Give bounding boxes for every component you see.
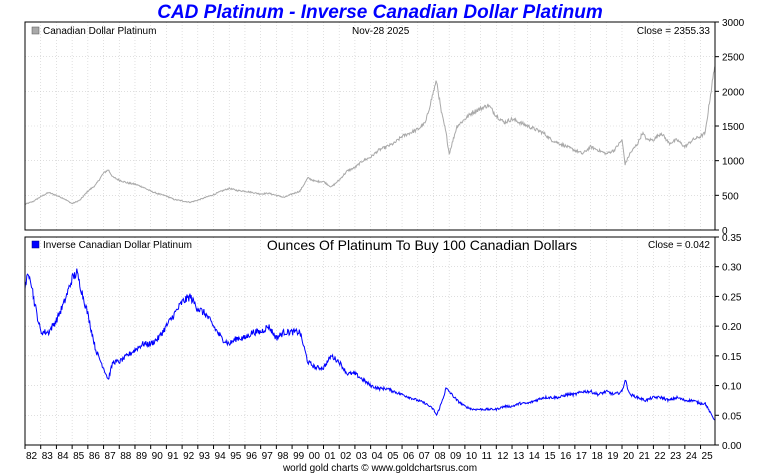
x-tick-label: 99 (293, 451, 305, 462)
x-tick-label: 03 (356, 451, 368, 462)
close-label-bottom: Close = 0.042 (648, 240, 710, 251)
subtitle: Ounces Of Platinum To Buy 100 Canadian D… (267, 237, 577, 253)
x-tick-label: 04 (372, 451, 384, 462)
x-tick-label: 09 (450, 451, 462, 462)
x-tick-label: 97 (262, 451, 274, 462)
y-tick-label: 0.25 (722, 292, 742, 303)
x-tick-label: 13 (513, 451, 525, 462)
x-tick-label: 11 (482, 451, 493, 462)
x-tick-label: 23 (670, 451, 682, 462)
x-tick-label: 12 (497, 451, 509, 462)
x-tick-label: 08 (434, 451, 446, 462)
x-tick-label: 18 (592, 451, 604, 462)
legend-label-inverse: Inverse Canadian Dollar Platinum (43, 240, 192, 251)
bottom-panel-series (24, 268, 716, 421)
x-tick-label: 93 (199, 451, 211, 462)
y-tick-label: 0.35 (722, 233, 742, 244)
x-tick-label: 96 (246, 451, 258, 462)
chart-title: CAD Platinum - Inverse Canadian Dollar P… (157, 2, 603, 23)
x-tick-label: 89 (136, 451, 148, 462)
x-tick-label: 17 (576, 451, 588, 462)
bottom-y-axis: 0.00 0.05 0.10 0.15 0.20 0.25 0.30 0.35 (715, 233, 742, 452)
x-tick-label: 88 (120, 451, 132, 462)
x-tick-label: 00 (309, 451, 321, 462)
x-tick-label: 10 (466, 451, 478, 462)
bottom-panel-grid (24, 236, 715, 446)
x-tick-label: 82 (26, 451, 38, 462)
footer-credit: world gold charts © www.goldchartsrus.co… (282, 463, 478, 474)
x-tick-label: 02 (340, 451, 352, 462)
y-tick-label: 0.00 (722, 441, 742, 452)
x-tick-label: 98 (277, 451, 289, 462)
bottom-panel-frame (24, 236, 716, 446)
y-tick-label: 2500 (722, 53, 745, 64)
x-tick-label: 84 (57, 451, 69, 462)
top-series-line (24, 66, 716, 205)
x-tick-label: 91 (167, 451, 179, 462)
top-panel-grid (24, 21, 715, 231)
x-tick-label: 15 (544, 451, 556, 462)
close-label-top: Close = 2355.33 (637, 26, 711, 37)
x-tick-label: 06 (403, 451, 415, 462)
x-tick-label: 19 (607, 451, 619, 462)
y-tick-label: 0.15 (722, 352, 742, 363)
date-label: Nov-28 2025 (352, 26, 410, 37)
x-axis: 82 83 84 85 86 87 88 89 90 91 92 93 94 95 96 97 98 99 00 01… (24, 445, 714, 462)
top-panel-series (24, 66, 716, 205)
x-tick-label: 95 (230, 451, 242, 462)
y-tick-label: 0.20 (722, 322, 742, 333)
x-tick-label: 20 (623, 451, 635, 462)
x-tick-label: 92 (183, 451, 195, 462)
x-tick-label: 85 (73, 451, 85, 462)
legend-swatch-cad-platinum (31, 26, 40, 35)
y-tick-label: 500 (722, 191, 739, 202)
y-tick-label: 0.05 (722, 411, 742, 422)
x-tick-label: 86 (89, 451, 101, 462)
top-y-axis: 0 500 1000 1500 2000 2500 3000 (715, 18, 745, 237)
x-tick-label: 25 (702, 451, 714, 462)
x-tick-label: 24 (686, 451, 698, 462)
y-tick-label: 0.10 (722, 382, 742, 393)
x-tick-label: 87 (105, 451, 117, 462)
bottom-series-line (24, 268, 716, 421)
x-tick-label: 22 (654, 451, 666, 462)
x-tick-label: 05 (387, 451, 399, 462)
x-tick-label: 01 (324, 451, 336, 462)
y-tick-label: 2000 (722, 87, 745, 98)
y-tick-label: 0 (722, 226, 728, 237)
x-tick-label: 94 (215, 451, 227, 462)
legend-label-cad-platinum: Canadian Dollar Platinum (43, 26, 156, 37)
y-tick-label: 1500 (722, 122, 745, 133)
x-tick-label: 21 (639, 451, 651, 462)
legend-swatch-inverse (31, 240, 40, 249)
x-tick-label: 14 (529, 451, 541, 462)
x-tick-label: 16 (560, 451, 572, 462)
x-tick-label: 83 (42, 451, 54, 462)
y-tick-label: 3000 (722, 18, 745, 29)
x-tick-label: 90 (152, 451, 164, 462)
x-tick-label: 07 (419, 451, 431, 462)
y-tick-label: 1000 (722, 157, 745, 168)
y-tick-label: 0.30 (722, 263, 742, 274)
